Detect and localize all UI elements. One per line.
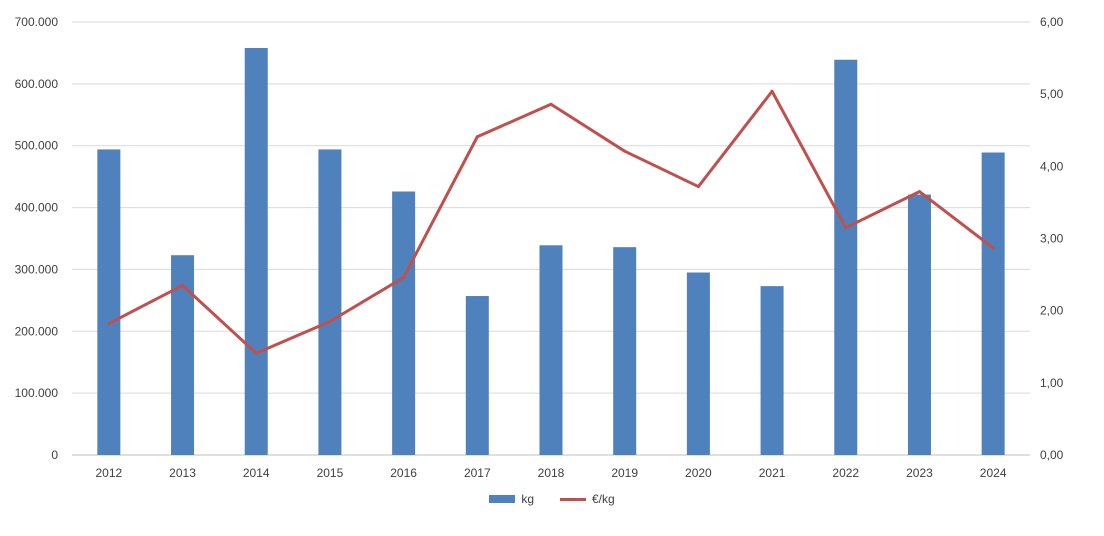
price-point <box>475 135 479 139</box>
price-point <box>254 351 258 355</box>
price-point <box>402 275 406 279</box>
x-tick-label: 2014 <box>243 466 270 480</box>
y-left-tick-label: 400.000 <box>15 201 59 215</box>
y-left-tick-label: 0 <box>51 448 58 462</box>
bar <box>981 152 1005 456</box>
price-point <box>549 102 553 106</box>
y-left-tick-label: 200.000 <box>15 324 59 338</box>
price-point <box>181 283 185 287</box>
x-tick-label: 2015 <box>317 466 344 480</box>
y-left-tick-label: 500.000 <box>15 139 59 153</box>
price-point <box>696 185 700 189</box>
bar <box>760 286 784 455</box>
legend-label-price: €/kg <box>592 492 615 506</box>
y-right-tick-label: 2,00 <box>1040 304 1064 318</box>
bar <box>392 191 416 455</box>
x-tick-label: 2022 <box>832 466 859 480</box>
y-left-tick-label: 700.000 <box>15 15 59 29</box>
price-point <box>328 319 332 323</box>
x-tick-label: 2016 <box>390 466 417 480</box>
legend-label-kg: kg <box>521 492 534 506</box>
y-right-tick-label: 4,00 <box>1040 159 1064 173</box>
y-right-tick-label: 1,00 <box>1040 376 1064 390</box>
bar <box>465 296 489 455</box>
x-tick-label: 2012 <box>95 466 122 480</box>
y-right-tick-label: 3,00 <box>1040 232 1064 246</box>
y-left-tick-label: 600.000 <box>15 77 59 91</box>
y-right-tick-label: 5,00 <box>1040 87 1064 101</box>
price-point <box>107 322 111 326</box>
price-point <box>844 226 848 230</box>
bar <box>244 47 268 455</box>
bar <box>834 59 858 456</box>
price-point <box>917 190 921 194</box>
bar <box>686 272 710 455</box>
bar <box>318 149 342 455</box>
legend: kg €/kg <box>0 492 1104 506</box>
x-tick-label: 2021 <box>759 466 786 480</box>
x-tick-label: 2020 <box>685 466 712 480</box>
y-left-tick-label: 100.000 <box>15 386 59 400</box>
y-right-tick-label: 0,00 <box>1040 448 1064 462</box>
x-tick-label: 2019 <box>611 466 638 480</box>
y-right-tick-label: 6,00 <box>1040 15 1064 29</box>
price-point <box>991 246 995 250</box>
legend-swatch-price <box>560 497 586 501</box>
legend-swatch-kg <box>489 495 516 503</box>
x-tick-label: 2013 <box>169 466 196 480</box>
x-tick-label: 2023 <box>906 466 933 480</box>
legend-item-price: €/kg <box>560 492 615 506</box>
price-point <box>623 149 627 153</box>
price-point <box>770 89 774 93</box>
x-tick-label: 2017 <box>464 466 491 480</box>
x-tick-label: 2024 <box>980 466 1007 480</box>
bar <box>539 245 563 455</box>
bar <box>613 247 637 455</box>
y-left-tick-label: 300.000 <box>15 262 59 276</box>
bar <box>907 194 931 455</box>
bar <box>97 149 121 455</box>
x-tick-label: 2018 <box>538 466 565 480</box>
legend-item-kg: kg <box>489 492 534 506</box>
bar <box>171 255 195 455</box>
